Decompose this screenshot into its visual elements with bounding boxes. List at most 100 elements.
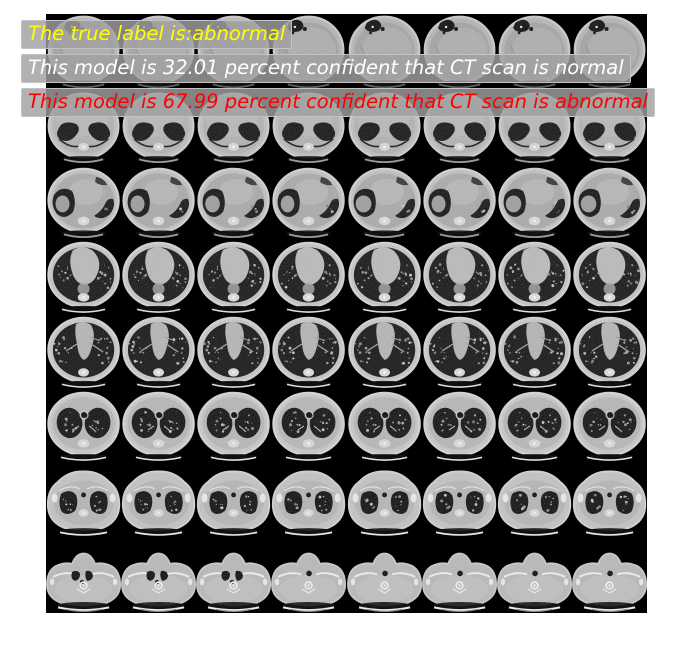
ct-slice-image	[346, 463, 422, 539]
ct-slice	[571, 238, 647, 314]
ct-slice	[121, 463, 197, 539]
ct-slice	[571, 388, 647, 464]
ct-slice-image	[46, 238, 122, 314]
ct-slice-image	[571, 388, 647, 464]
ct-slice-image	[121, 538, 197, 613]
ct-slice-image	[346, 163, 422, 239]
ct-slice	[196, 238, 272, 314]
ct-slice	[196, 163, 272, 239]
ct-slice-image	[421, 388, 497, 464]
ct-slice	[121, 538, 197, 613]
ct-slice	[271, 463, 347, 539]
ct-slice-image	[271, 388, 347, 464]
ct-slice-image	[571, 463, 647, 539]
ct-slice	[346, 538, 422, 613]
ct-slice-image	[571, 538, 647, 613]
ct-slice	[271, 538, 347, 613]
ct-slice	[346, 463, 422, 539]
ct-slice	[46, 463, 122, 539]
ct-slice	[421, 463, 497, 539]
ct-slice	[121, 238, 197, 314]
ct-slice-image	[571, 238, 647, 314]
ct-slice	[346, 313, 422, 389]
ct-slice-image	[271, 238, 347, 314]
ct-slice	[196, 388, 272, 464]
ct-slice	[496, 238, 572, 314]
ct-slice	[496, 538, 572, 613]
ct-slice-image	[496, 463, 572, 539]
ct-slice	[496, 388, 572, 464]
ct-slice	[346, 238, 422, 314]
ct-slice	[46, 163, 122, 239]
ct-slice-image	[421, 313, 497, 389]
ct-slice-image	[196, 388, 272, 464]
ct-slice-image	[496, 388, 572, 464]
ct-slice-image	[121, 163, 197, 239]
abnormal-confidence-annotation: This model is 67.99 percent confident th…	[21, 88, 655, 118]
ct-slice-image	[271, 463, 347, 539]
ct-slice-image	[121, 463, 197, 539]
ct-slice	[46, 388, 122, 464]
ct-slice	[421, 313, 497, 389]
ct-slice	[271, 313, 347, 389]
ct-slice	[196, 463, 272, 539]
ct-slice	[46, 538, 122, 613]
ct-slice-image	[46, 538, 122, 613]
true-label-annotation: The true label is:abnormal	[21, 20, 293, 50]
ct-slice-image	[346, 313, 422, 389]
ct-slice	[421, 163, 497, 239]
ct-slice-image	[121, 388, 197, 464]
ct-slice-image	[421, 238, 497, 314]
ct-slice	[496, 313, 572, 389]
ct-slice-image	[271, 163, 347, 239]
ct-slice-image	[196, 538, 272, 613]
ct-slice	[121, 163, 197, 239]
ct-slice	[121, 388, 197, 464]
ct-slice	[571, 538, 647, 613]
ct-slice-image	[196, 463, 272, 539]
ct-slice-image	[121, 238, 197, 314]
ct-slice-image	[121, 313, 197, 389]
ct-slice-image	[496, 313, 572, 389]
ct-slice-image	[496, 163, 572, 239]
ct-slice	[421, 388, 497, 464]
ct-slice-image	[271, 538, 347, 613]
ct-slice	[571, 463, 647, 539]
ct-slice	[496, 163, 572, 239]
ct-slice-image	[421, 463, 497, 539]
ct-slice	[421, 238, 497, 314]
ct-slice	[271, 238, 347, 314]
ct-slice-image	[46, 163, 122, 239]
ct-slice	[196, 313, 272, 389]
true-label-text: The true label is:abnormal	[28, 22, 286, 45]
ct-slice-image	[196, 238, 272, 314]
ct-slice	[571, 163, 647, 239]
normal-confidence-annotation: This model is 32.01 percent confident th…	[21, 54, 631, 84]
ct-slice	[271, 388, 347, 464]
ct-slice-image	[496, 238, 572, 314]
ct-slice-image	[571, 313, 647, 389]
ct-slice-image	[196, 163, 272, 239]
ct-slice-image	[496, 538, 572, 613]
ct-slice	[121, 313, 197, 389]
abnormal-confidence-text: This model is 67.99 percent confident th…	[28, 90, 648, 113]
ct-slice-image	[271, 313, 347, 389]
ct-slice-image	[346, 238, 422, 314]
ct-slice-image	[346, 388, 422, 464]
ct-slice	[346, 388, 422, 464]
ct-slice	[496, 463, 572, 539]
ct-slice-image	[46, 463, 122, 539]
ct-slice	[421, 538, 497, 613]
ct-slice	[271, 163, 347, 239]
ct-slice-image	[46, 313, 122, 389]
normal-confidence-text: This model is 32.01 percent confident th…	[28, 56, 624, 79]
ct-slice-image	[346, 538, 422, 613]
ct-slice-image	[46, 388, 122, 464]
ct-slice-image	[196, 313, 272, 389]
ct-slice	[196, 538, 272, 613]
ct-slice	[571, 313, 647, 389]
ct-slice-image	[571, 163, 647, 239]
ct-slice	[346, 163, 422, 239]
ct-slice	[46, 313, 122, 389]
